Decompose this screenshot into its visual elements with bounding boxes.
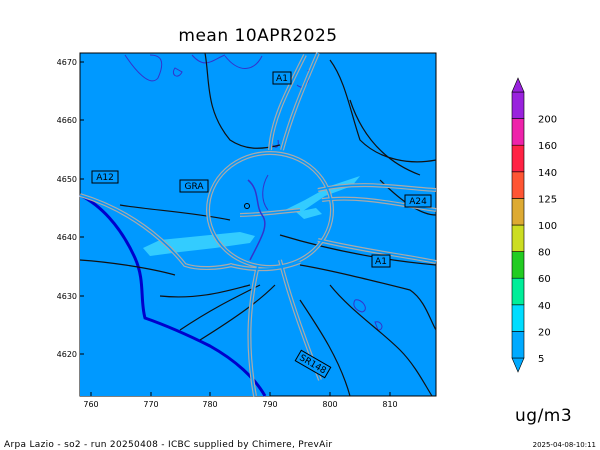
city-center-marker <box>244 203 250 209</box>
road-label-gra: GRA <box>179 179 209 193</box>
road-label-a24: A24 <box>404 194 432 208</box>
y-tick-label: 4670 <box>57 58 77 67</box>
colorbar-segment <box>511 331 525 359</box>
colorbar-label: 80 <box>538 248 551 259</box>
highway-network <box>79 52 437 397</box>
x-axis: 760 770 780 790 800 810 <box>83 392 398 409</box>
colorbar-label: 40 <box>538 301 551 312</box>
colorbar-segment <box>511 118 525 146</box>
colorbar-segment <box>511 224 525 252</box>
units-label: ug/m3 <box>515 406 573 426</box>
colorbar-label: 20 <box>538 327 551 338</box>
map-area <box>79 52 437 397</box>
y-axis: 4670 4660 4650 4640 4630 4620 <box>57 58 84 359</box>
x-tick-label: 760 <box>83 400 98 409</box>
colorbar-label: 140 <box>538 168 557 179</box>
y-tick-label: 4630 <box>57 292 77 301</box>
footer-credits: Arpa Lazio - so2 - run 20250408 - ICBC s… <box>4 440 333 450</box>
road-label-text: A1 <box>375 257 387 267</box>
colorbar-label: 100 <box>538 221 557 232</box>
x-tick-label: 780 <box>202 400 217 409</box>
x-tick-label: 800 <box>322 400 337 409</box>
x-tick-label: 790 <box>262 400 277 409</box>
colorbar-label: 160 <box>538 141 557 152</box>
road-label-text: A24 <box>409 197 427 207</box>
river <box>247 179 266 261</box>
colorbar-high-arrow <box>511 77 525 93</box>
colorbar: 5 20 40 60 80 100 125 140 160 200 <box>511 77 557 373</box>
y-tick-label: 4640 <box>57 233 77 242</box>
y-tick-label: 4620 <box>57 350 77 359</box>
colorbar-segment <box>511 171 525 199</box>
road-label-a1-south: A1 <box>371 254 391 268</box>
y-tick-label: 4660 <box>57 116 77 125</box>
road-label-text: A12 <box>96 173 114 183</box>
colorbar-label: 200 <box>538 115 557 126</box>
colorbar-segment <box>511 251 525 279</box>
road-label-text: A1 <box>276 74 288 84</box>
colorbar-segment <box>511 91 525 119</box>
x-tick-label: 770 <box>143 400 158 409</box>
colorbar-label: 5 <box>538 354 544 365</box>
higher-concentration-patch <box>296 208 322 219</box>
colorbar-label: 125 <box>538 194 557 205</box>
road-label-text: GRA <box>184 182 204 192</box>
colorbar-label: 60 <box>538 274 551 285</box>
road-label-a1-north: A1 <box>272 71 292 85</box>
run-timestamp: 2025-04-08-10:11 <box>532 441 596 449</box>
colorbar-segment <box>511 198 525 226</box>
coastline <box>79 193 267 397</box>
road-label-a12: A12 <box>91 170 119 184</box>
colorbar-segment <box>511 144 525 173</box>
map-title: mean 10APR2025 <box>178 26 338 46</box>
y-tick-label: 4650 <box>57 175 77 184</box>
x-tick-label: 810 <box>382 400 397 409</box>
colorbar-segment <box>511 277 525 306</box>
colorbar-segment <box>511 304 525 332</box>
colorbar-low-arrow <box>511 357 525 373</box>
